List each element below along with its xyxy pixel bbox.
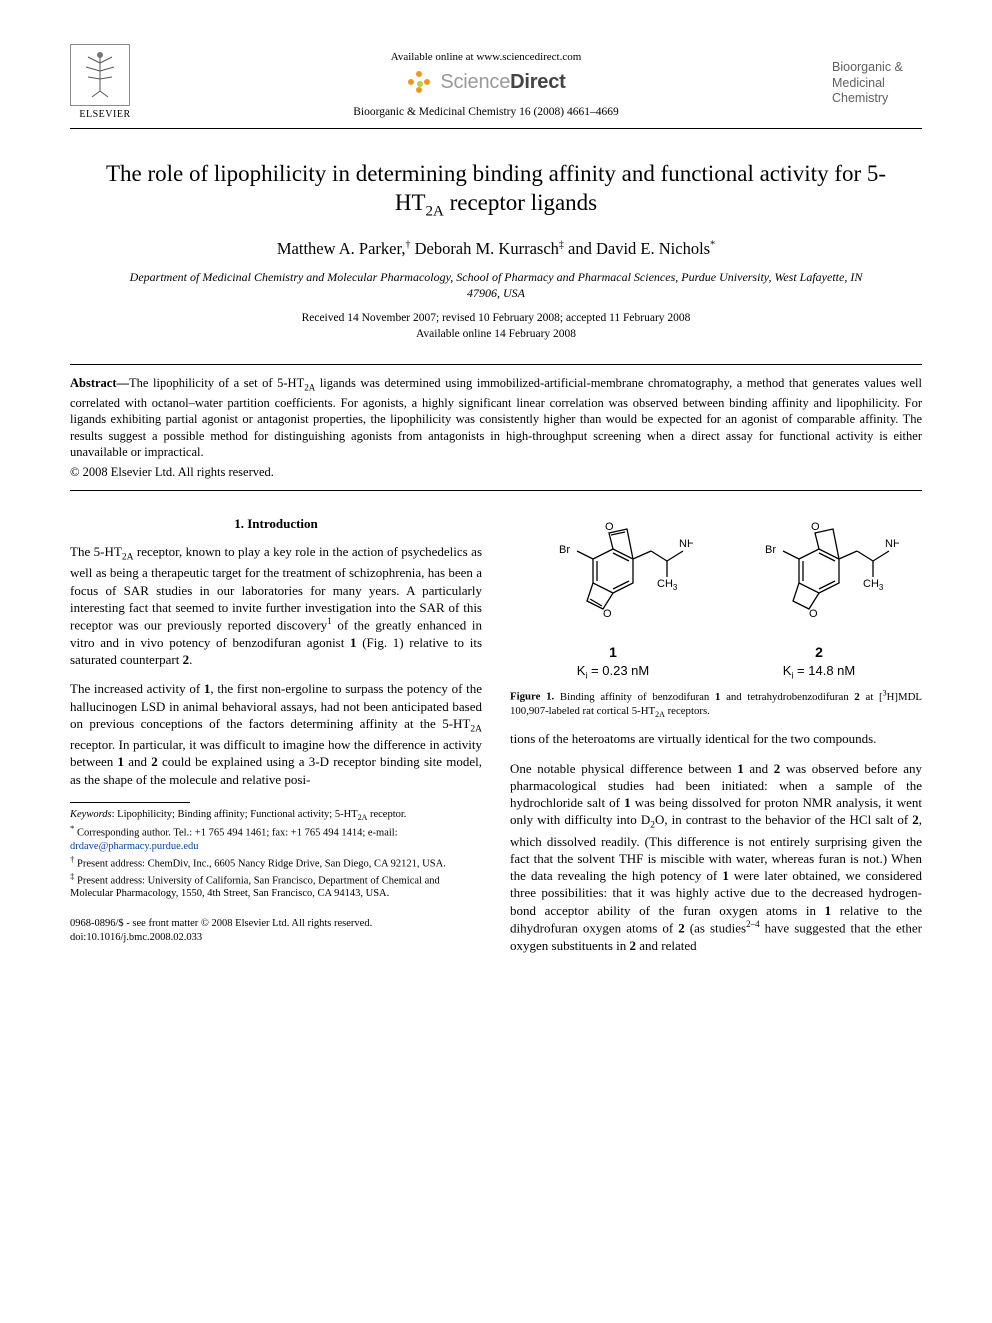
figure-1-structures: O O Br NH2 CH3 1 Ki = 0.23 nM [510,519,922,682]
footnote-dagger: † Present address: ChemDiv, Inc., 6605 N… [70,854,482,871]
sciencedirect-text: ScienceDirect [440,69,565,96]
intro-paragraph-1: The 5-HT2A receptor, known to play a key… [70,543,482,668]
figure-1-caption-text: Binding affinity of benzodifuran 1 and t… [510,691,922,717]
svg-text:NH2: NH2 [885,538,899,552]
right-column: O O Br NH2 CH3 1 Ki = 0.23 nM [510,515,922,965]
corr-email-link[interactable]: drdave@pharmacy.purdue.edu [70,841,199,852]
svg-text:O: O [603,608,612,620]
journal-cover-title: Bioorganic & Medicinal Chemistry [832,44,922,107]
elsevier-tree-icon [70,44,130,106]
sciencedirect-logo: ScienceDirect [406,69,565,97]
molecule-2-structure-icon: O O Br NH2 CH3 [739,519,899,639]
ddagger-text: Present address: University of Californi… [70,875,440,899]
svg-text:O: O [809,608,818,620]
article-title: The role of lipophilicity in determining… [90,159,902,222]
dates-online: Available online 14 February 2008 [70,327,922,343]
cover-line-2: Medicinal [832,76,922,92]
page-header: ELSEVIER Available online at www.science… [70,44,922,122]
doi-text: doi:10.1016/j.bmc.2008.02.033 [70,931,482,945]
header-center: Available online at www.sciencedirect.co… [140,44,832,120]
svg-text:CH3: CH3 [657,578,678,592]
sd-word-1: Science [440,71,510,93]
svg-text:O: O [605,521,614,533]
right-paragraph-2: One notable physical difference between … [510,760,922,954]
figure-1-caption: Figure 1. Binding affinity of benzodifur… [510,688,922,720]
footnote-ddagger: ‡ Present address: University of Califor… [70,871,482,901]
section-1-heading: 1. Introduction [70,515,482,533]
molecule-2-ki: Ki = 14.8 nM [739,662,899,682]
cover-line-1: Bioorganic & [832,60,922,76]
header-rule [70,128,922,129]
sciencedirect-icon [406,69,434,97]
front-matter-text: 0968-0896/$ - see front matter © 2008 El… [70,917,482,931]
abstract-label: Abstract— [70,376,129,390]
intro-paragraph-2: The increased activity of 1, the first n… [70,680,482,788]
authors: Matthew A. Parker,† Deborah M. Kurrasch‡… [70,238,922,260]
dagger-text: Present address: ChemDiv, Inc., 6605 Nan… [74,858,445,869]
abstract: Abstract—The lipophilicity of a set of 5… [70,375,922,460]
svg-text:O: O [811,521,820,533]
elsevier-name: ELSEVIER [70,108,140,122]
footnote-rule [70,802,190,803]
left-column: 1. Introduction The 5-HT2A receptor, kno… [70,515,482,965]
doi-block: 0968-0896/$ - see front matter © 2008 El… [70,917,482,944]
molecule-1: O O Br NH2 CH3 1 Ki = 0.23 nM [533,519,693,682]
svg-text:NH2: NH2 [679,538,693,552]
affiliation: Department of Medicinal Chemistry and Mo… [120,270,872,301]
figure-1: O O Br NH2 CH3 1 Ki = 0.23 nM [510,519,922,720]
right-paragraph-1: tions of the heteroatoms are virtually i… [510,730,922,747]
article-dates: Received 14 November 2007; revised 10 Fe… [70,311,922,342]
footnote-corresponding: * Corresponding author. Tel.: +1 765 494… [70,823,482,853]
available-online-text: Available online at www.sciencedirect.co… [140,50,832,65]
journal-reference: Bioorganic & Medicinal Chemistry 16 (200… [140,105,832,121]
footnote-keywords: Keywords: Lipophilicity; Binding affinit… [70,808,482,823]
abstract-top-rule [70,364,922,365]
molecule-2: O O Br NH2 CH3 2 Ki = 14.8 nM [739,519,899,682]
svg-text:CH3: CH3 [863,578,884,592]
svg-text:Br: Br [559,544,570,556]
elsevier-logo: ELSEVIER [70,44,140,122]
body-columns: 1. Introduction The 5-HT2A receptor, kno… [70,515,922,965]
abstract-text: The lipophilicity of a set of 5-HT2A lig… [70,376,922,459]
dates-received: Received 14 November 2007; revised 10 Fe… [70,311,922,327]
figure-1-caption-label: Figure 1. [510,691,554,703]
molecule-1-structure-icon: O O Br NH2 CH3 [533,519,693,639]
molecule-2-number: 2 [739,643,899,662]
abstract-copyright: © 2008 Elsevier Ltd. All rights reserved… [70,464,922,481]
molecule-1-ki: Ki = 0.23 nM [533,662,693,682]
cover-line-3: Chemistry [832,91,922,107]
abstract-bottom-rule [70,490,922,491]
svg-text:Br: Br [765,544,776,556]
sd-word-2: Direct [510,71,566,93]
keywords-label: Keywords [70,809,112,820]
corr-text: Corresponding author. Tel.: +1 765 494 1… [74,828,397,839]
keywords-text: : Lipophilicity; Binding affinity; Funct… [112,809,407,820]
molecule-1-number: 1 [533,643,693,662]
